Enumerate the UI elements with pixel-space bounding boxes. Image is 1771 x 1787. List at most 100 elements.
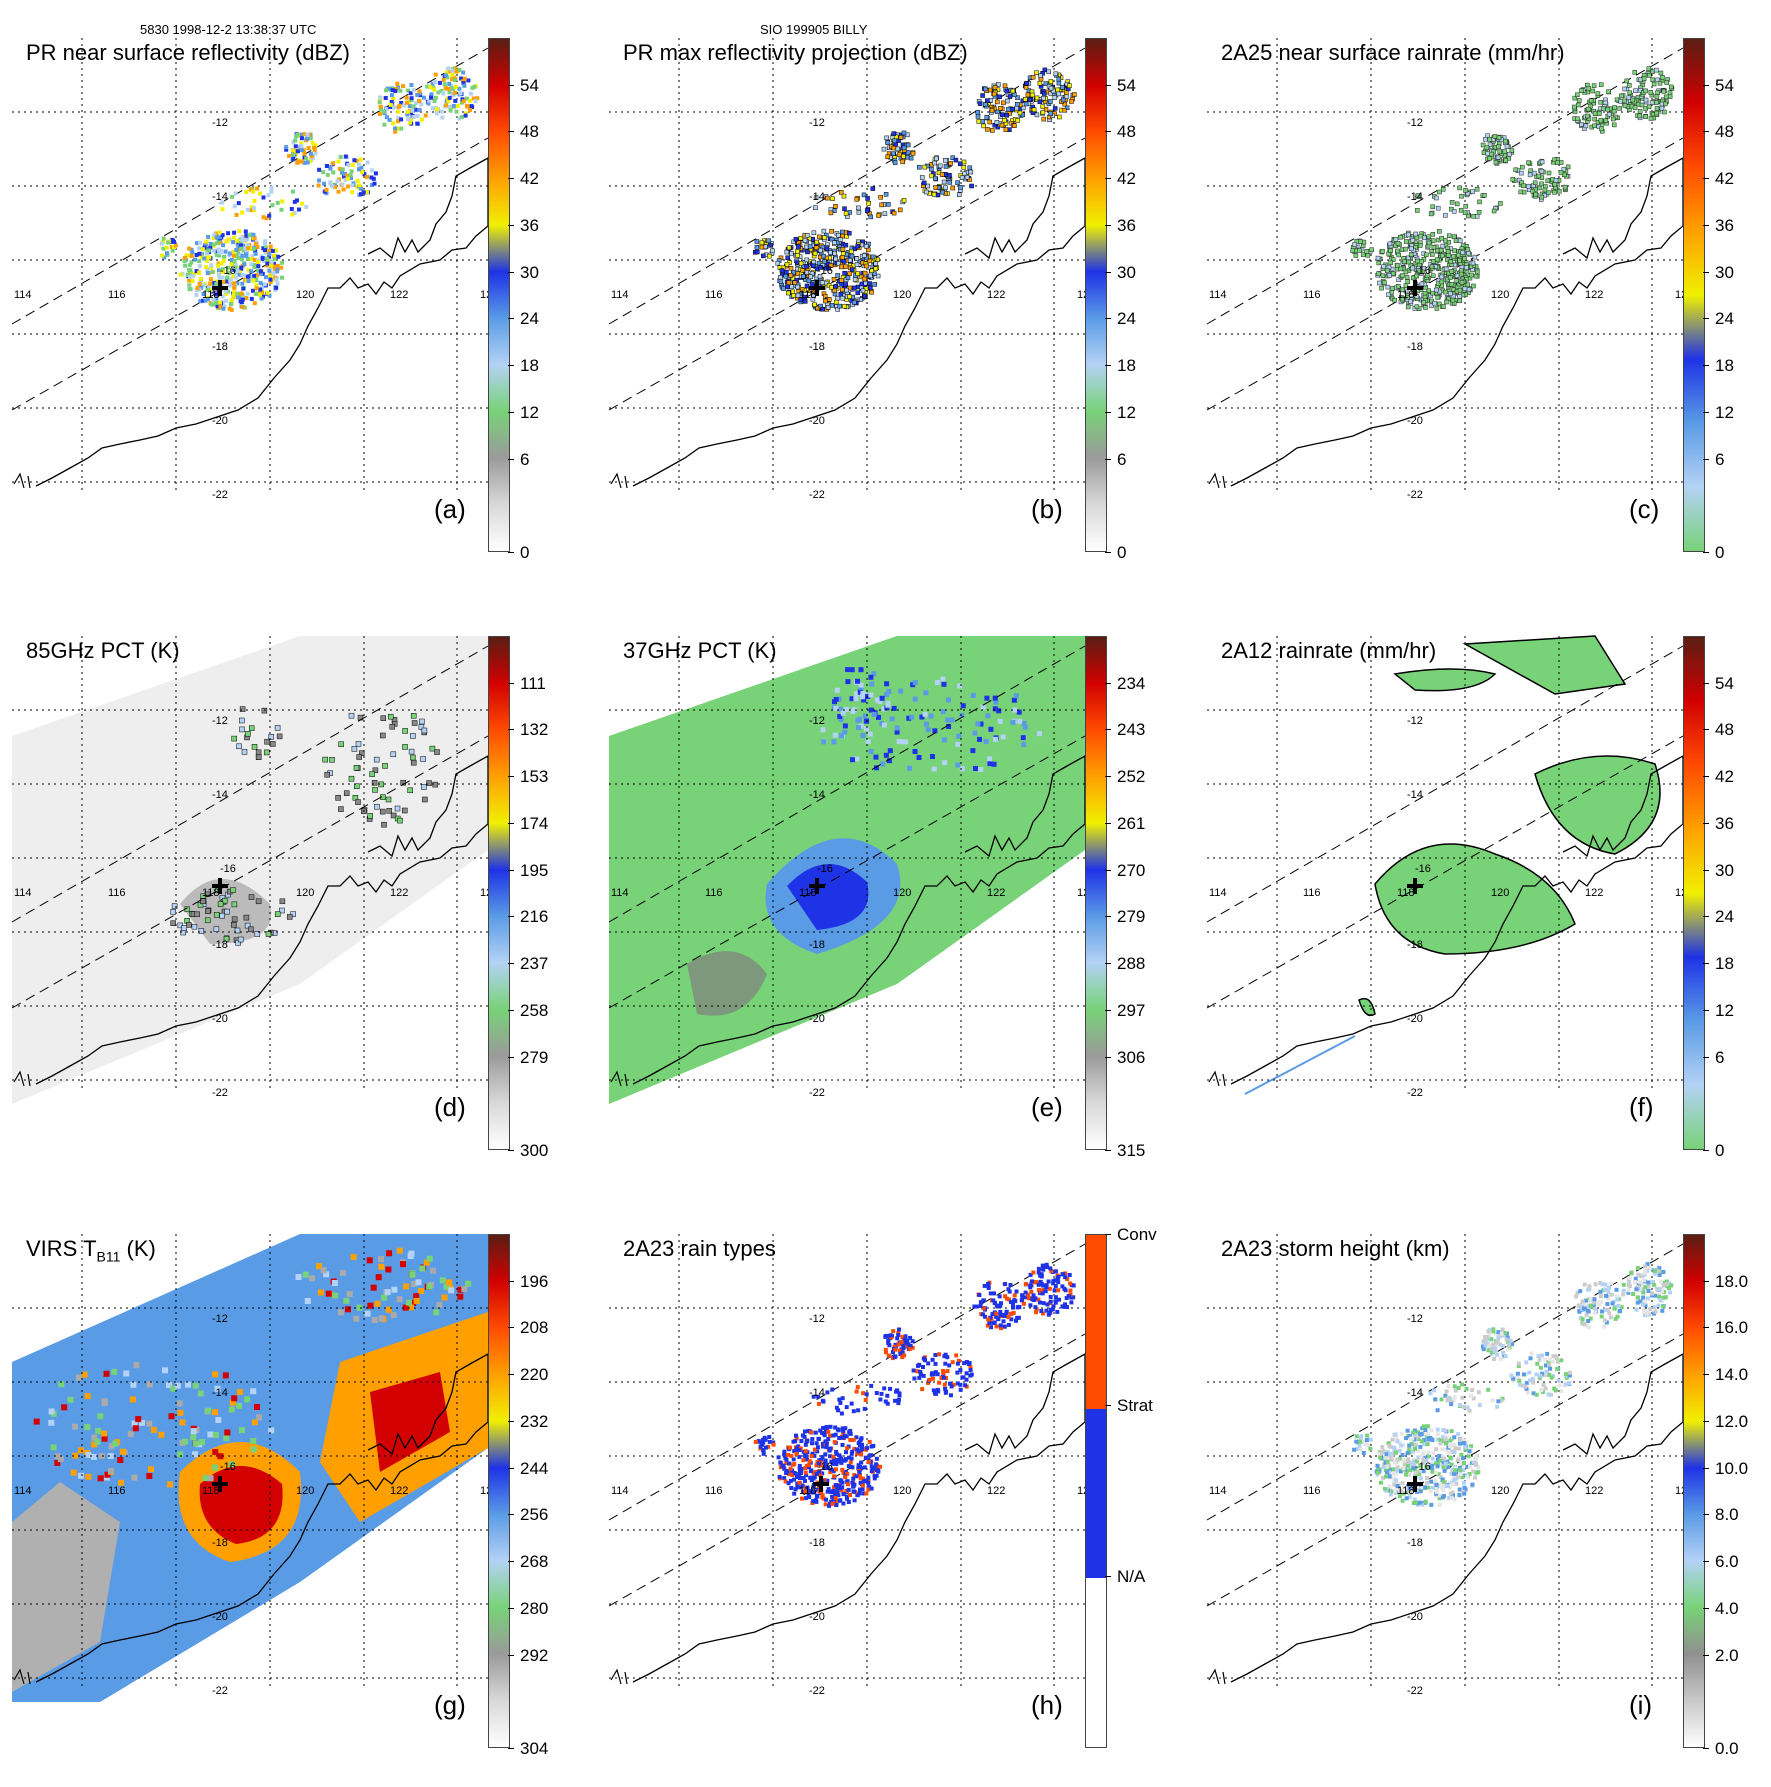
echo-pixel (870, 1465, 874, 1469)
longitude-label: 122 (1585, 1485, 1603, 1497)
echo-pixel (1586, 1288, 1590, 1292)
echo-pixel (1551, 1354, 1555, 1358)
echo-pixel (847, 1464, 851, 1468)
echo-pixel (1422, 301, 1426, 305)
echo-pixel (356, 741, 361, 746)
echo-pixel (832, 277, 836, 281)
echo-pixel (112, 1441, 118, 1447)
echo-pixel (842, 259, 846, 263)
echo-pixel (911, 151, 915, 155)
echo-pixel (1491, 1399, 1495, 1403)
echo-field (753, 68, 1076, 311)
longitude-label: 120 (296, 1485, 314, 1497)
echo-pixel (1493, 134, 1497, 138)
echo-pixel (795, 1452, 799, 1456)
echo-pixel (249, 269, 253, 273)
echo-pixel (91, 1454, 97, 1460)
echo-pixel (214, 282, 218, 286)
colorbar-tick-label: 54 (1715, 76, 1734, 96)
echo-pixel (836, 273, 840, 277)
colorbar-tick-label: 18 (520, 356, 539, 376)
echo-pixel (847, 231, 851, 235)
echo-pixel (1607, 90, 1611, 94)
echo-pixel (1658, 1298, 1662, 1302)
echo-pixel (1487, 1330, 1491, 1334)
echo-pixel (1574, 1295, 1578, 1299)
echo-pixel (821, 739, 826, 744)
colorbar-tick-label: 196 (520, 1272, 548, 1292)
echo-pixel (412, 104, 416, 108)
echo-pixel (1409, 253, 1413, 257)
echo-pixel (1454, 1446, 1458, 1450)
echo-pixel (256, 1414, 262, 1420)
echo-pixel (1593, 112, 1597, 116)
echo-pixel (408, 121, 412, 125)
echo-pixel (843, 1475, 847, 1479)
echo-pixel (801, 1458, 805, 1462)
echo-pixel (886, 1339, 890, 1343)
echo-pixel (104, 1371, 110, 1377)
echo-pixel (1607, 1286, 1611, 1290)
echo-pixel (984, 696, 989, 701)
echo-pixel (440, 116, 444, 120)
echo-pixel (929, 714, 934, 719)
echo-pixel (1450, 1496, 1454, 1500)
echo-pixel (1654, 1310, 1658, 1314)
echo-pixel (987, 756, 992, 761)
echo-pixel (1458, 1472, 1462, 1476)
echo-pixel (1655, 107, 1659, 111)
echo-pixel (1418, 1445, 1422, 1449)
echo-pixel (1365, 1438, 1369, 1442)
echo-pixel (1589, 99, 1593, 103)
panel-c-2a25-rainrate: 114116118120122124-12-14-16-18-20-22 2A2… (1195, 26, 1771, 591)
echo-pixel (809, 1469, 813, 1473)
echo-pixel (251, 1447, 257, 1453)
echo-pixel (1627, 96, 1631, 100)
echo-pixel (385, 115, 389, 119)
echo-pixel (1427, 235, 1431, 239)
echo-pixel (961, 1375, 965, 1379)
echo-pixel (1449, 260, 1453, 264)
echo-pixel (1001, 734, 1006, 739)
echo-pixel (350, 169, 354, 173)
echo-pixel (1458, 259, 1462, 263)
echo-pixel (850, 1457, 854, 1461)
latitude-label: -22 (809, 1087, 825, 1099)
echo-pixel (908, 1347, 912, 1351)
echo-pixel (1008, 95, 1012, 99)
echo-pixel (1035, 113, 1039, 117)
echo-pixel (160, 254, 164, 258)
longitude-label: 116 (1303, 887, 1321, 899)
echo-pixel (1582, 1307, 1586, 1311)
echo-pixel (84, 1424, 90, 1430)
echo-pixel (843, 207, 847, 211)
echo-pixel (1458, 1488, 1462, 1492)
echo-pixel (824, 1498, 828, 1502)
echo-pixel (402, 808, 407, 813)
echo-pixel (221, 307, 225, 311)
longitude-label: 122 (987, 289, 1005, 301)
latitude-label: -18 (212, 1537, 228, 1549)
echo-pixel (259, 281, 263, 285)
echo-pixel (825, 1445, 829, 1449)
echo-pixel (1554, 1388, 1558, 1392)
echo-pixel (406, 1300, 412, 1306)
echo-pixel (440, 110, 444, 114)
echo-pixel (797, 1448, 801, 1452)
latitude-label: -20 (212, 1611, 228, 1623)
echo-pixel (956, 1362, 960, 1366)
echo-pixel (1030, 1279, 1034, 1283)
echo-pixel (205, 909, 210, 914)
longitude-label: 116 (108, 887, 126, 899)
echo-pixel (1635, 1308, 1639, 1312)
echo-pixel (1406, 1429, 1410, 1433)
echo-pixel (397, 1296, 403, 1302)
echo-pixel (949, 1393, 953, 1397)
echo-pixel (1412, 1501, 1416, 1505)
panel-title: 37GHz PCT (K) (623, 638, 777, 664)
echo-pixel (76, 1375, 82, 1381)
echo-pixel (1661, 75, 1665, 79)
echo-pixel (280, 208, 284, 212)
echo-pixel (280, 199, 284, 203)
echo-pixel (1039, 1309, 1043, 1313)
